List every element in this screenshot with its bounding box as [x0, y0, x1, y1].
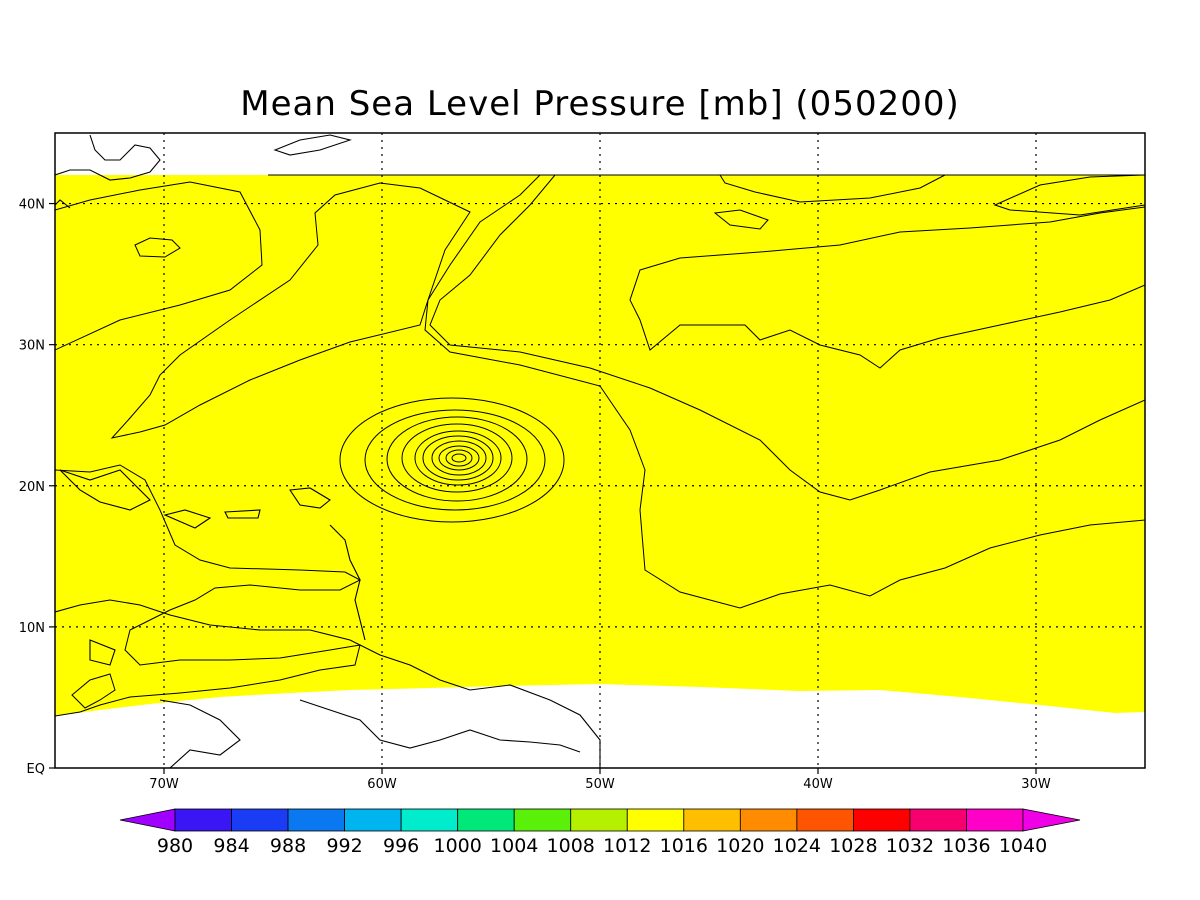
colorbar-label: 1036 [942, 835, 990, 857]
colorbar-label: 992 [326, 835, 362, 857]
pressure-colorbar: 980 984 988 992 996 1000 1004 1008 1012 1016 1020 1… [119, 808, 1081, 857]
band-1016 [268, 174, 1145, 609]
lat-lon-grid [55, 133, 1145, 768]
colorbar-label: 1032 [886, 835, 934, 857]
colorbar-label: 1028 [829, 835, 877, 857]
colorbar-box [853, 808, 911, 832]
colorbar-label: 988 [270, 835, 306, 857]
lat-tick-label: EQ [27, 762, 45, 777]
band-1008-caribbean [55, 464, 362, 717]
colorbar-box [966, 808, 1024, 832]
colorbar-label: 1016 [660, 835, 708, 857]
colorbar-label: 1020 [716, 835, 764, 857]
colorbar-label: 1008 [547, 835, 595, 857]
band-1016-sw [71, 673, 116, 709]
colorbar-label: 1004 [490, 835, 538, 857]
colorbar-box [739, 808, 798, 832]
colorbar-box [231, 808, 289, 832]
lat-tick-label: 40N [19, 198, 45, 213]
lon-tick-label: 50W [585, 777, 615, 792]
band-1012 [55, 175, 1145, 716]
colorbar-label: 1024 [773, 835, 821, 857]
band-1016-west-tongue [110, 182, 471, 439]
coastlines [55, 134, 601, 768]
colorbar-label: 984 [213, 835, 249, 857]
lon-tick-label: 60W [367, 777, 397, 792]
lat-tick-label: 10N [19, 621, 45, 636]
colorbar-box [513, 808, 572, 832]
colorbar-box [796, 808, 854, 832]
band-1020 [429, 174, 1145, 501]
longitude-axis: 70W 60W 50W 40W 30W [149, 768, 1051, 792]
band-1024-north [719, 174, 946, 203]
lon-tick-label: 40W [803, 777, 833, 792]
colorbar-box [344, 808, 402, 832]
lat-tick-label: 30N [19, 339, 45, 354]
lon-tick-label: 30W [1021, 777, 1051, 792]
lat-tick-label: 20N [19, 480, 45, 495]
colorbar-label: 980 [157, 835, 193, 857]
low-pressure-system [339, 397, 565, 523]
latitude-axis: EQ 10N 20N 30N 40N [19, 198, 55, 777]
colorbar-box [683, 808, 741, 832]
colorbar-box [174, 808, 232, 832]
colorbar-box [287, 808, 346, 832]
colorbar-low-arrow [119, 808, 176, 832]
colorbar-box [457, 808, 515, 832]
band-1024-east [629, 206, 1145, 369]
band-1004-nw-patch [134, 237, 181, 258]
map-title: Mean Sea Level Pressure [mb] (050200) [240, 84, 960, 124]
band-1008-nw [55, 181, 263, 351]
colorbar-box [570, 808, 628, 832]
band-1024-patch [713, 209, 769, 230]
colorbar-label: 1012 [603, 835, 651, 857]
colorbar-label: 1040 [999, 835, 1047, 857]
colorbar-box [909, 808, 967, 832]
band-1020-ne [993, 174, 1145, 216]
lon-tick-label: 70W [149, 777, 179, 792]
colorbar-box [626, 808, 685, 832]
colorbar-box [400, 808, 459, 832]
colorbar-high-arrow [1022, 808, 1081, 832]
colorbar-label: 996 [383, 835, 419, 857]
colorbar-label: 1000 [433, 835, 481, 857]
